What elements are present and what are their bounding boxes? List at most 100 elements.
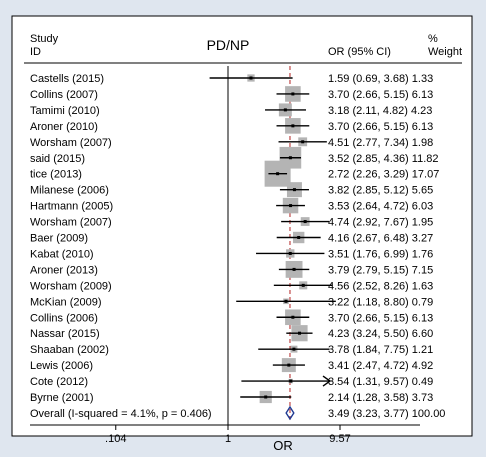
header-weight-line2: Weight (428, 46, 462, 58)
study-label: Collins (2006) (30, 312, 98, 324)
x-tick-label: 1 (225, 433, 231, 445)
study-label: Cote (2012) (30, 376, 88, 388)
point-estimate (291, 92, 295, 96)
overall-estimate-text: 3.49 (3.23, 3.77) 100.00 (328, 408, 445, 420)
study-row: Kabat (2010) 3.51 (1.76, 6.99) 1.76 (30, 248, 433, 260)
study-label: Lewis (2006) (30, 360, 93, 372)
study-label: Aroner (2013) (30, 264, 98, 276)
header-or-ci: OR (95% CI) (328, 46, 391, 58)
study-row: Tamimi (2010) 3.18 (2.11, 4.82) 4.23 (30, 103, 432, 117)
study-row: tice (2013) 2.72 (2.26, 3.29) 17.07 (30, 160, 439, 187)
plot-frame (11, 15, 473, 437)
study-label: Tamimi (2010) (30, 105, 100, 117)
estimate-text: 3.51 (1.76, 6.99) 1.76 (328, 248, 433, 260)
study-row: Aroner (2013) 3.79 (2.79, 5.15) 7.15 (30, 260, 433, 278)
study-row: Nassar (2015) 4.23 (3.24, 5.50) 6.60 (30, 325, 433, 342)
point-estimate (303, 220, 307, 224)
estimate-text: 3.54 (1.31, 9.57) 0.49 (328, 376, 433, 388)
point-estimate (289, 379, 293, 383)
overall-label: Overall (I-squared = 4.1%, p = 0.406) (30, 408, 212, 420)
study-rows: Castells (2015) 1.59 (0.69, 3.68) 1.33Col… (30, 66, 445, 425)
study-row: Worsham (2007) 4.74 (2.92, 7.67) 1.95 (30, 217, 433, 229)
x-axis-ticks: .104 1 9.57 (105, 425, 351, 445)
header-weight-line1: % (428, 33, 438, 45)
point-estimate (301, 140, 305, 144)
estimate-text: 3.79 (2.79, 5.15) 7.15 (328, 264, 433, 276)
point-estimate (291, 315, 295, 319)
point-estimate (288, 156, 292, 160)
study-label: tice (2013) (30, 169, 82, 181)
study-row: McKian (2009) 3.22 (1.18, 8.80) 0.79 (30, 296, 433, 308)
study-row: Milanese (2006) 3.82 (2.85, 5.12) 5.65 (30, 182, 433, 198)
study-row: Hartmann (2005) 3.53 (2.64, 4.72) 6.03 (30, 197, 433, 214)
study-row: Worsham (2009) 4.56 (2.52, 8.26) 1.63 (30, 280, 433, 292)
estimate-text: 3.22 (1.18, 8.80) 0.79 (328, 296, 433, 308)
estimate-text: 3.70 (2.66, 5.15) 6.13 (328, 121, 433, 133)
study-row: Byrne (2001) 2.14 (1.28, 3.58) 3.73 (30, 390, 433, 404)
estimate-text: 4.51 (2.77, 7.34) 1.98 (328, 137, 433, 149)
overall-diamond (285, 405, 295, 421)
estimate-text: 4.16 (2.67, 6.48) 3.27 (328, 233, 433, 245)
point-estimate (289, 204, 293, 208)
study-label: Kabat (2010) (30, 248, 94, 260)
study-label: Castells (2015) (30, 73, 104, 85)
study-label: Collins (2007) (30, 89, 98, 101)
study-row: Baer (2009) 4.16 (2.67, 6.48) 3.27 (30, 231, 433, 245)
x-axis-label: OR (273, 438, 293, 453)
point-estimate (283, 108, 287, 112)
point-estimate (292, 347, 296, 351)
estimate-text: 3.82 (2.85, 5.12) 5.65 (328, 185, 433, 197)
estimate-text: 2.72 (2.26, 3.29) 17.07 (328, 169, 439, 181)
study-label: Milanese (2006) (30, 185, 109, 197)
estimate-text: 4.56 (2.52, 8.26) 1.63 (328, 280, 433, 292)
header-study-line2: ID (30, 46, 41, 58)
point-estimate (287, 363, 291, 367)
point-estimate (301, 283, 305, 287)
x-tick-label: .104 (105, 433, 126, 445)
point-estimate (291, 124, 295, 128)
estimate-text: 3.70 (2.66, 5.15) 6.13 (328, 312, 433, 324)
study-row: said (2015) 3.52 (2.85, 4.36) 11.82 (30, 146, 439, 169)
point-estimate (264, 395, 268, 399)
estimate-text: 4.74 (2.92, 7.67) 1.95 (328, 217, 433, 229)
estimate-text: 3.78 (1.84, 7.75) 1.21 (328, 344, 433, 356)
study-label: Baer (2009) (30, 233, 88, 245)
study-row: Castells (2015) 1.59 (0.69, 3.68) 1.33 (30, 73, 433, 85)
estimate-text: 2.14 (1.28, 3.58) 3.73 (328, 392, 433, 404)
study-row: Collins (2006) 3.70 (2.66, 5.15) 6.13 (30, 309, 433, 326)
study-label: said (2015) (30, 153, 85, 165)
estimate-text: 4.23 (3.24, 5.50) 6.60 (328, 328, 433, 340)
study-label: Nassar (2015) (30, 328, 100, 340)
point-estimate (284, 299, 288, 303)
study-label: Worsham (2007) (30, 217, 112, 229)
study-label: McKian (2009) (30, 296, 102, 308)
estimate-text: 3.53 (2.64, 4.72) 6.03 (328, 201, 433, 213)
point-estimate (292, 267, 296, 271)
point-estimate (276, 172, 280, 176)
estimate-text: 3.18 (2.11, 4.82) 4.23 (328, 105, 432, 117)
study-row: Shaaban (2002) 3.78 (1.84, 7.75) 1.21 (30, 344, 433, 356)
point-estimate (298, 331, 302, 335)
chart-title: PD/NP (207, 37, 250, 53)
header-study-line1: Study (30, 33, 59, 45)
study-label: Aroner (2010) (30, 121, 98, 133)
estimate-text: 3.52 (2.85, 4.36) 11.82 (328, 153, 439, 165)
x-tick-label: 9.57 (329, 433, 350, 445)
ci-arrow (322, 375, 332, 387)
estimate-text: 3.41 (2.47, 4.72) 4.92 (328, 360, 433, 372)
study-row: Lewis (2006) 3.41 (2.47, 4.72) 4.92 (30, 358, 433, 372)
point-estimate (288, 251, 292, 255)
study-row: Aroner (2010) 3.70 (2.66, 5.15) 6.13 (30, 118, 433, 134)
study-label: Shaaban (2002) (30, 344, 109, 356)
estimate-text: 1.59 (0.69, 3.68) 1.33 (328, 73, 433, 85)
overall-row: Overall (I-squared = 4.1%, p = 0.406) 3.4… (30, 405, 445, 421)
estimate-text: 3.70 (2.66, 5.15) 6.13 (328, 89, 433, 101)
study-row: Collins (2007) 3.70 (2.66, 5.15) 6.13 (30, 86, 433, 102)
point-estimate (249, 76, 253, 80)
study-label: Byrne (2001) (30, 392, 94, 404)
study-row: Worsham (2007) 4.51 (2.77, 7.34) 1.98 (30, 137, 433, 149)
point-estimate (292, 188, 296, 192)
study-label: Worsham (2009) (30, 280, 112, 292)
